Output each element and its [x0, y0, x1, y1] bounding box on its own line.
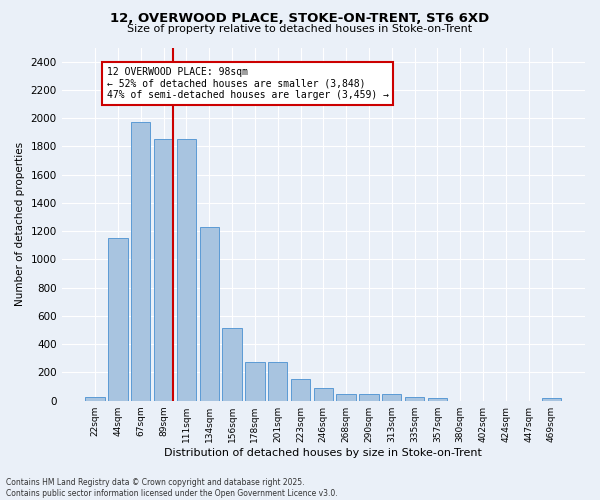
X-axis label: Distribution of detached houses by size in Stoke-on-Trent: Distribution of detached houses by size …: [164, 448, 482, 458]
Y-axis label: Number of detached properties: Number of detached properties: [15, 142, 25, 306]
Bar: [405, 397, 424, 400]
Bar: [268, 362, 287, 401]
Text: Contains HM Land Registry data © Crown copyright and database right 2025.
Contai: Contains HM Land Registry data © Crown c…: [6, 478, 338, 498]
Bar: [200, 227, 219, 400]
Bar: [177, 140, 196, 400]
Bar: [108, 238, 128, 400]
Bar: [337, 394, 356, 400]
Text: 12 OVERWOOD PLACE: 98sqm
← 52% of detached houses are smaller (3,848)
47% of sem: 12 OVERWOOD PLACE: 98sqm ← 52% of detach…: [107, 68, 389, 100]
Bar: [428, 398, 447, 400]
Text: Size of property relative to detached houses in Stoke-on-Trent: Size of property relative to detached ho…: [127, 24, 473, 34]
Text: 12, OVERWOOD PLACE, STOKE-ON-TRENT, ST6 6XD: 12, OVERWOOD PLACE, STOKE-ON-TRENT, ST6 …: [110, 12, 490, 26]
Bar: [131, 122, 151, 400]
Bar: [154, 140, 173, 400]
Bar: [359, 394, 379, 400]
Bar: [314, 388, 333, 400]
Bar: [245, 362, 265, 401]
Bar: [542, 398, 561, 400]
Bar: [223, 328, 242, 400]
Bar: [85, 397, 105, 400]
Bar: [291, 379, 310, 400]
Bar: [382, 394, 401, 400]
